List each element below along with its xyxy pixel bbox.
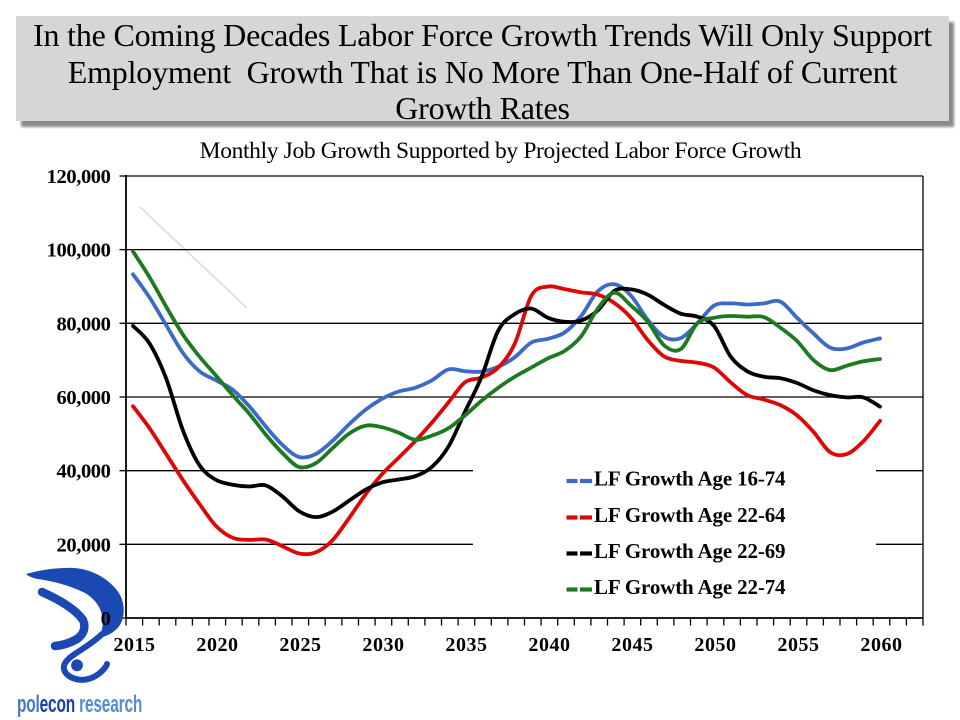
svg-text:60,000: 60,000	[57, 387, 111, 409]
svg-text:polecon research: polecon research	[17, 690, 142, 717]
svg-text:2025: 2025	[279, 634, 321, 656]
svg-text:2035: 2035	[445, 634, 487, 656]
svg-text:2050: 2050	[694, 634, 736, 656]
svg-text:120,000: 120,000	[47, 166, 111, 188]
svg-text:2045: 2045	[611, 634, 653, 656]
svg-text:2030: 2030	[362, 634, 404, 656]
svg-text:2015: 2015	[113, 634, 155, 656]
svg-text:LF Growth Age 16-74: LF Growth Age 16-74	[594, 467, 786, 491]
svg-text:100,000: 100,000	[47, 240, 111, 262]
svg-text:80,000: 80,000	[57, 313, 111, 335]
svg-text:40,000: 40,000	[57, 461, 111, 483]
svg-text:LF Growth Age 22-74: LF Growth Age 22-74	[594, 575, 786, 599]
svg-text:2020: 2020	[196, 634, 238, 656]
svg-text:2060: 2060	[860, 634, 902, 656]
svg-text:LF Growth Age 22-69: LF Growth Age 22-69	[594, 539, 785, 563]
svg-text:0: 0	[101, 608, 111, 630]
svg-text:20,000: 20,000	[57, 534, 111, 556]
svg-text:2055: 2055	[777, 634, 819, 656]
svg-text:2040: 2040	[528, 634, 570, 656]
svg-text:LF Growth Age 22-64: LF Growth Age 22-64	[594, 503, 786, 527]
